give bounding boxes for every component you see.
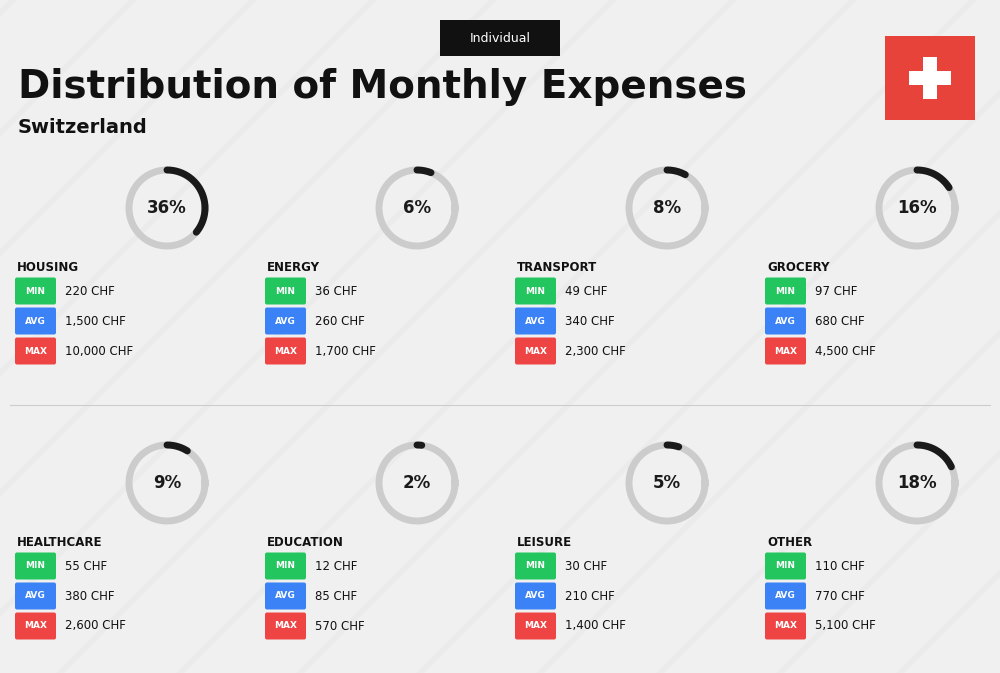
Text: AVG: AVG <box>775 592 796 600</box>
Text: 18%: 18% <box>897 474 937 492</box>
Text: 55 CHF: 55 CHF <box>65 559 107 573</box>
FancyBboxPatch shape <box>15 583 56 610</box>
FancyBboxPatch shape <box>515 277 556 304</box>
FancyBboxPatch shape <box>765 612 806 639</box>
Text: LEISURE: LEISURE <box>517 536 572 549</box>
FancyBboxPatch shape <box>765 583 806 610</box>
Text: 220 CHF: 220 CHF <box>65 285 115 297</box>
Text: MIN: MIN <box>526 561 546 571</box>
Text: 2%: 2% <box>403 474 431 492</box>
Text: AVG: AVG <box>775 316 796 326</box>
FancyBboxPatch shape <box>515 583 556 610</box>
FancyBboxPatch shape <box>909 71 951 85</box>
Text: 110 CHF: 110 CHF <box>815 559 865 573</box>
FancyBboxPatch shape <box>515 308 556 334</box>
Text: MAX: MAX <box>774 621 797 631</box>
Text: MAX: MAX <box>524 347 547 355</box>
Text: ENERGY: ENERGY <box>267 261 320 274</box>
FancyBboxPatch shape <box>765 277 806 304</box>
Text: 8%: 8% <box>653 199 681 217</box>
Text: AVG: AVG <box>525 592 546 600</box>
FancyBboxPatch shape <box>923 57 937 99</box>
Text: 770 CHF: 770 CHF <box>815 590 865 602</box>
Text: TRANSPORT: TRANSPORT <box>517 261 597 274</box>
Text: HOUSING: HOUSING <box>17 261 79 274</box>
Text: 85 CHF: 85 CHF <box>315 590 357 602</box>
Text: 10,000 CHF: 10,000 CHF <box>65 345 133 357</box>
Text: 16%: 16% <box>897 199 937 217</box>
FancyBboxPatch shape <box>515 337 556 365</box>
FancyBboxPatch shape <box>265 337 306 365</box>
Text: AVG: AVG <box>275 316 296 326</box>
FancyBboxPatch shape <box>265 583 306 610</box>
Text: AVG: AVG <box>25 592 46 600</box>
FancyBboxPatch shape <box>765 553 806 579</box>
Text: 49 CHF: 49 CHF <box>565 285 607 297</box>
Text: 5%: 5% <box>653 474 681 492</box>
FancyBboxPatch shape <box>765 337 806 365</box>
Text: 2,300 CHF: 2,300 CHF <box>565 345 626 357</box>
Text: 30 CHF: 30 CHF <box>565 559 607 573</box>
Text: MAX: MAX <box>24 621 47 631</box>
Text: 260 CHF: 260 CHF <box>315 314 365 328</box>
FancyBboxPatch shape <box>265 308 306 334</box>
Text: EDUCATION: EDUCATION <box>267 536 344 549</box>
Text: 680 CHF: 680 CHF <box>815 314 865 328</box>
Text: 36 CHF: 36 CHF <box>315 285 357 297</box>
FancyBboxPatch shape <box>515 612 556 639</box>
Text: AVG: AVG <box>275 592 296 600</box>
Text: AVG: AVG <box>525 316 546 326</box>
FancyBboxPatch shape <box>265 277 306 304</box>
Text: MIN: MIN <box>776 561 796 571</box>
Text: 5,100 CHF: 5,100 CHF <box>815 620 876 633</box>
Text: 1,700 CHF: 1,700 CHF <box>315 345 376 357</box>
FancyBboxPatch shape <box>15 612 56 639</box>
Text: MAX: MAX <box>24 347 47 355</box>
FancyBboxPatch shape <box>265 553 306 579</box>
Text: MAX: MAX <box>274 347 297 355</box>
Text: MAX: MAX <box>274 621 297 631</box>
FancyBboxPatch shape <box>265 612 306 639</box>
FancyBboxPatch shape <box>15 277 56 304</box>
Text: 1,500 CHF: 1,500 CHF <box>65 314 126 328</box>
Text: 210 CHF: 210 CHF <box>565 590 615 602</box>
Text: MAX: MAX <box>524 621 547 631</box>
Text: OTHER: OTHER <box>767 536 812 549</box>
FancyBboxPatch shape <box>885 36 975 120</box>
Text: MIN: MIN <box>776 287 796 295</box>
FancyBboxPatch shape <box>765 308 806 334</box>
FancyBboxPatch shape <box>515 553 556 579</box>
Text: 4,500 CHF: 4,500 CHF <box>815 345 876 357</box>
Text: 340 CHF: 340 CHF <box>565 314 615 328</box>
Text: 1,400 CHF: 1,400 CHF <box>565 620 626 633</box>
Text: 570 CHF: 570 CHF <box>315 620 365 633</box>
Text: MIN: MIN <box>26 287 46 295</box>
Text: 6%: 6% <box>403 199 431 217</box>
Text: 12 CHF: 12 CHF <box>315 559 357 573</box>
Text: HEALTHCARE: HEALTHCARE <box>17 536 103 549</box>
Text: 380 CHF: 380 CHF <box>65 590 114 602</box>
Text: MIN: MIN <box>526 287 546 295</box>
Text: Switzerland: Switzerland <box>18 118 148 137</box>
Text: MIN: MIN <box>276 561 296 571</box>
Text: 2,600 CHF: 2,600 CHF <box>65 620 126 633</box>
Text: 97 CHF: 97 CHF <box>815 285 857 297</box>
Text: AVG: AVG <box>25 316 46 326</box>
Text: 36%: 36% <box>147 199 187 217</box>
FancyBboxPatch shape <box>440 20 560 56</box>
Text: Individual: Individual <box>470 32 530 44</box>
Text: GROCERY: GROCERY <box>767 261 830 274</box>
Text: MIN: MIN <box>276 287 296 295</box>
Text: 9%: 9% <box>153 474 181 492</box>
Text: MIN: MIN <box>26 561 46 571</box>
Text: MAX: MAX <box>774 347 797 355</box>
FancyBboxPatch shape <box>15 553 56 579</box>
FancyBboxPatch shape <box>15 308 56 334</box>
FancyBboxPatch shape <box>15 337 56 365</box>
Text: Distribution of Monthly Expenses: Distribution of Monthly Expenses <box>18 68 747 106</box>
